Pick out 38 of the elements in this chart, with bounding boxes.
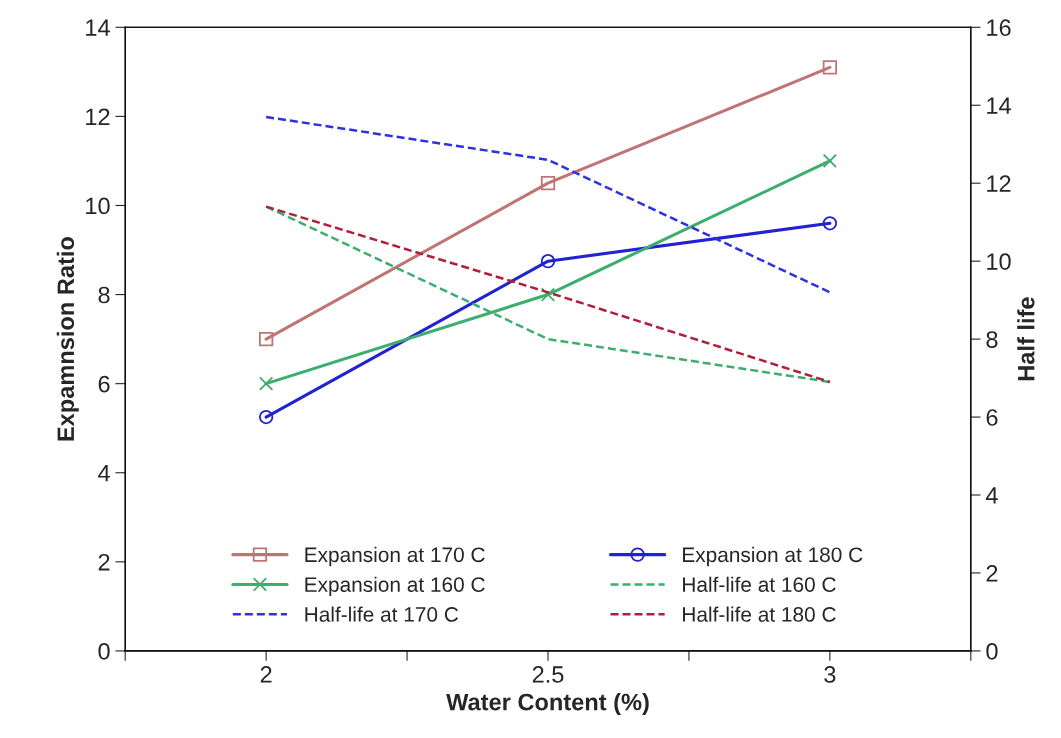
y2-tick-label: 4 xyxy=(985,487,998,504)
point xyxy=(822,153,838,169)
y-tick-label: 4 xyxy=(98,465,110,482)
point xyxy=(258,409,274,425)
x-tick-label: 2 xyxy=(260,666,272,683)
point xyxy=(540,287,556,302)
legend-label: Expansion at 180 C xyxy=(683,546,863,567)
y2-tick-label: 8 xyxy=(986,331,998,348)
point xyxy=(540,176,556,191)
point xyxy=(822,60,838,75)
legend-label: Half-life at 180 C xyxy=(683,606,836,622)
x-axis-title: Water Content (%) xyxy=(446,693,649,716)
y-tick-label: 10 xyxy=(86,197,110,215)
legend-label: Expansion at 160 C xyxy=(305,576,485,597)
y2-tick-label: 6 xyxy=(986,409,998,426)
y2-tick-label: 14 xyxy=(987,97,1011,114)
x-tick-label: 3 xyxy=(824,666,836,683)
y2-tick-label: 16 xyxy=(987,19,1011,37)
y-tick-label: 0 xyxy=(98,642,110,660)
y-tick-label: 8 xyxy=(98,286,110,304)
y-tick-label: 6 xyxy=(98,375,110,393)
y-axis-title: Expamnsion Ratio xyxy=(56,237,79,441)
legend-label: Half-life at 170 C xyxy=(305,606,459,622)
y2-tick-label: 0 xyxy=(986,642,998,660)
legend-label: Half-life at 160 C xyxy=(683,576,836,592)
point xyxy=(258,331,274,347)
point xyxy=(822,216,838,231)
y-tick-label: 14 xyxy=(86,19,110,36)
y2-tick-label: 2 xyxy=(986,565,998,582)
y2-axis-title: Half life xyxy=(1017,297,1035,381)
point xyxy=(258,376,274,391)
y-tick-label: 2 xyxy=(98,553,110,571)
y2-tick-label: 12 xyxy=(987,175,1011,192)
y2-tick-label: 10 xyxy=(987,253,1011,270)
legend-label: Expansion at 170 C xyxy=(305,546,485,567)
point xyxy=(540,254,556,269)
x-tick-label: 2.5 xyxy=(532,666,564,683)
y-tick-label: 12 xyxy=(86,108,110,125)
